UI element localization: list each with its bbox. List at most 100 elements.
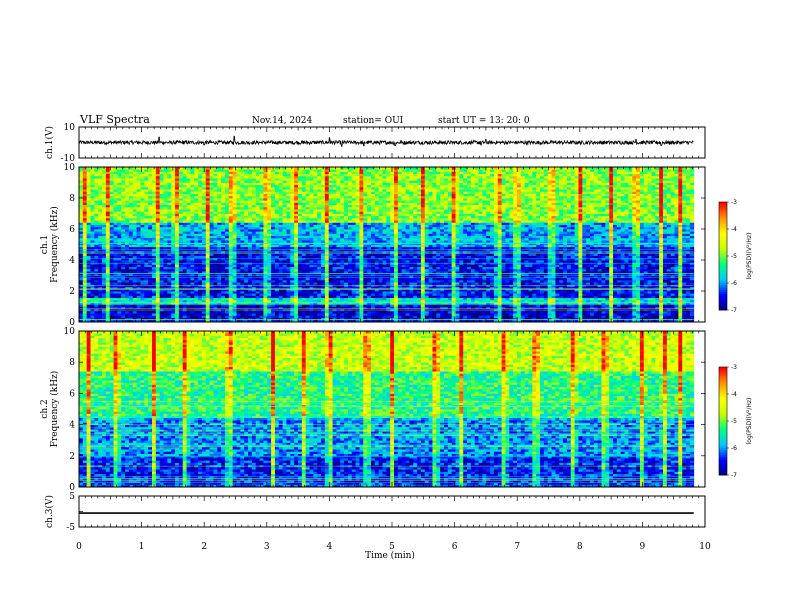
psd-cell <box>155 295 161 299</box>
psd-cell <box>290 209 295 212</box>
psd-cell <box>159 224 164 228</box>
psd-cell <box>79 215 84 219</box>
psd-cell <box>228 271 234 274</box>
psd-cell <box>190 213 195 217</box>
psd-cell <box>209 315 214 318</box>
psd-cell <box>278 310 284 314</box>
psd-cell <box>209 186 214 190</box>
psd-cell <box>290 240 295 243</box>
psd-cell <box>102 209 107 212</box>
psd-cell <box>159 189 164 192</box>
psd-cell <box>332 237 337 241</box>
psd-cell <box>259 222 264 225</box>
psd-cell <box>194 319 199 323</box>
psd-cell <box>251 175 257 179</box>
psd-cell <box>82 229 88 232</box>
psd-cell <box>301 286 307 290</box>
psd-cell <box>86 167 91 170</box>
psd-cell <box>309 233 314 237</box>
psd-cell <box>94 202 99 206</box>
psd-cell <box>109 299 114 303</box>
psd-cell <box>332 224 337 228</box>
psd-cell <box>148 202 153 206</box>
psd-cell <box>105 175 111 179</box>
psd-cell <box>90 299 95 303</box>
psd-cell <box>251 171 257 175</box>
psd-cell <box>152 182 157 186</box>
psd-cell <box>198 275 203 279</box>
psd-cell <box>232 189 237 192</box>
psd-cell <box>274 297 280 301</box>
psd-cell <box>125 178 130 181</box>
psd-cell <box>105 273 111 276</box>
psd-cell <box>251 286 257 290</box>
psd-cell <box>136 167 141 170</box>
psd-cell <box>190 237 195 241</box>
psd-cell <box>240 313 245 316</box>
psd-cell <box>286 310 291 314</box>
psd-cell <box>94 271 99 274</box>
psd-cell <box>236 282 241 285</box>
psd-cell <box>228 193 234 197</box>
psd-cell <box>148 268 153 272</box>
psd-cell <box>240 304 245 307</box>
psd-cell <box>298 189 303 192</box>
psd-cell <box>213 175 218 179</box>
psd-cell <box>286 319 291 323</box>
psd-cell <box>309 244 314 248</box>
psd-cell <box>98 306 103 310</box>
psd-cell <box>128 313 134 316</box>
psd-cell <box>82 310 88 314</box>
psd-cell <box>205 310 211 314</box>
psd-cell <box>86 264 91 268</box>
psd-cell <box>236 226 241 230</box>
psd-cell <box>298 260 303 263</box>
psd-cell <box>167 246 172 250</box>
psd-cell <box>94 246 99 250</box>
psd-cell <box>228 304 234 307</box>
psd-cell <box>152 229 157 232</box>
psd-cell <box>259 299 264 303</box>
psd-cell <box>301 315 307 318</box>
psd-cell <box>132 180 138 183</box>
psd-cell <box>332 209 337 212</box>
psd-cell <box>225 255 230 259</box>
psd-cell <box>294 310 299 314</box>
psd-cell <box>271 200 276 203</box>
psd-cell <box>336 293 341 296</box>
psd-cell <box>259 226 264 230</box>
psd-cell <box>82 204 88 208</box>
psd-cell <box>159 215 164 219</box>
psd-cell <box>328 217 333 221</box>
psd-cell <box>259 257 264 261</box>
psd-cell <box>294 193 299 197</box>
psd-cell <box>255 266 260 270</box>
psd-cell <box>301 226 307 230</box>
psd-cell <box>117 193 122 197</box>
psd-cell <box>117 302 122 305</box>
psd-cell <box>86 282 91 285</box>
psd-cell <box>217 173 222 177</box>
psd-cell <box>167 257 172 261</box>
psd-cell <box>225 231 230 234</box>
psd-cell <box>324 180 330 183</box>
psd-cell <box>82 293 88 296</box>
psd-cell <box>102 310 107 314</box>
psd-cell <box>301 306 307 310</box>
psd-cell <box>228 186 234 190</box>
psd-cell <box>155 206 161 210</box>
psd-cell <box>132 175 138 179</box>
psd-cell <box>140 297 145 301</box>
psd-cell <box>148 224 153 228</box>
psd-cell <box>140 268 145 272</box>
psd-cell <box>113 237 118 241</box>
psd-cell <box>159 217 164 221</box>
psd-cell <box>290 178 295 181</box>
psd-cell <box>194 304 199 307</box>
psd-cell <box>132 253 138 256</box>
psd-cell <box>259 195 264 199</box>
psd-cell <box>79 193 84 197</box>
psd-cell <box>136 264 141 268</box>
psd-cell <box>294 229 299 232</box>
psd-cell <box>148 286 153 290</box>
